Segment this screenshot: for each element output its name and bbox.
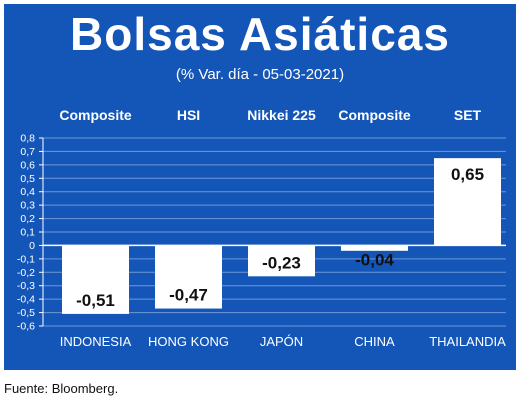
- index-name: HSI: [177, 107, 200, 123]
- bar-indonesia: [62, 245, 129, 314]
- category-label: CHINA: [354, 334, 395, 349]
- bar-hong-kong: [155, 245, 222, 309]
- y-tick-label: 0,3: [20, 200, 35, 212]
- value-label: -0,23: [262, 253, 301, 272]
- value-label: -0,47: [169, 286, 208, 305]
- y-tick-label: -0,3: [17, 280, 35, 292]
- y-tick-label: -0,1: [17, 253, 35, 265]
- bar-japón: [248, 245, 315, 277]
- category-label: HONG KONG: [148, 334, 229, 349]
- value-label: 0,65: [451, 165, 484, 184]
- index-name: Nikkei 225: [247, 107, 316, 123]
- y-tick-label: -0,6: [17, 321, 35, 333]
- y-tick-label: 0,1: [20, 227, 35, 239]
- source-note: Fuente: Bloomberg.: [4, 381, 119, 396]
- y-tick-label: 0,2: [20, 213, 35, 225]
- index-name: SET: [454, 107, 482, 123]
- value-label: -0,04: [355, 250, 394, 269]
- y-tick-label: 0,8: [20, 133, 35, 145]
- y-tick-label: -0,2: [17, 267, 35, 279]
- chart-subtitle: (% Var. día - 05-03-2021): [175, 66, 345, 83]
- y-tick-label: 0: [29, 240, 35, 252]
- y-tick-label: -0,4: [17, 294, 35, 306]
- category-label: THAILANDIA: [429, 334, 506, 349]
- index-name: Composite: [338, 107, 411, 123]
- value-label: -0,51: [76, 291, 115, 310]
- y-tick-label: 0,6: [20, 159, 35, 171]
- index-name: Composite: [59, 107, 132, 123]
- y-tick-label: 0,4: [20, 186, 35, 198]
- y-tick-label: 0,7: [20, 146, 35, 158]
- bar-thailandia: [434, 158, 501, 246]
- category-label: INDONESIA: [60, 334, 132, 349]
- bar-china: [341, 245, 408, 251]
- y-tick-label: 0,5: [20, 173, 35, 185]
- y-tick-label: -0,5: [17, 307, 35, 319]
- chart-title: Bolsas Asiáticas: [70, 8, 450, 60]
- category-label: JAPÓN: [260, 334, 303, 349]
